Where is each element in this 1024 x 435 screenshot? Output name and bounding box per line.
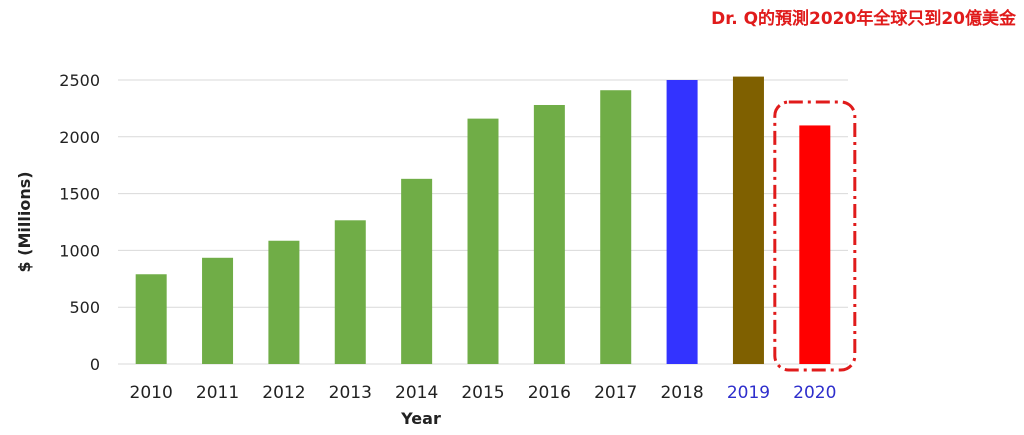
bar-2018 [666,80,698,364]
highlight-box [773,100,857,372]
y-tick-labels: 0 500 1000 1500 2000 2500 [59,71,100,374]
bars [135,76,831,365]
y-tick-label: 2500 [59,71,100,90]
x-axis-label: Year [400,409,441,428]
bar-2011 [202,257,234,364]
bar-2015 [467,118,499,365]
x-tick-label: 2016 [528,383,571,403]
x-tick-label: 2017 [594,383,637,403]
y-axis-label: $ (Millions) [15,171,34,272]
bar-2013 [334,220,366,364]
bar-2010 [135,274,167,364]
x-tick-label: 2012 [262,383,305,403]
x-tick-label: 2010 [130,383,173,403]
bar-2012 [268,240,300,364]
x-tick-label: 2018 [660,383,703,403]
x-tick-label: 2011 [196,383,239,403]
bar-2019 [732,76,764,364]
y-tick-label: 1500 [59,185,100,204]
y-tick-label: 0 [90,355,100,374]
x-tick-label: 2014 [395,383,438,403]
forecast-annotation: Dr. Q的預測2020年全球只到20億美金 [711,9,1016,29]
x-tick-labels: 2010 2011 2012 2013 2014 2015 2016 2017 2018 2019… [130,383,837,403]
bar-2016 [533,104,565,364]
y-tick-label: 1000 [59,241,100,260]
bar-2014 [401,178,433,364]
x-tick-label: 2015 [461,383,504,403]
x-tick-label: 2013 [329,383,372,403]
x-tick-label: 2019 [727,383,770,403]
bar-2017 [600,90,632,364]
y-tick-label: 2000 [59,128,100,147]
x-tick-label: 2020 [793,383,836,403]
y-tick-label: 500 [69,298,100,317]
highlight-group [773,100,857,372]
bar-2020 [799,125,831,364]
